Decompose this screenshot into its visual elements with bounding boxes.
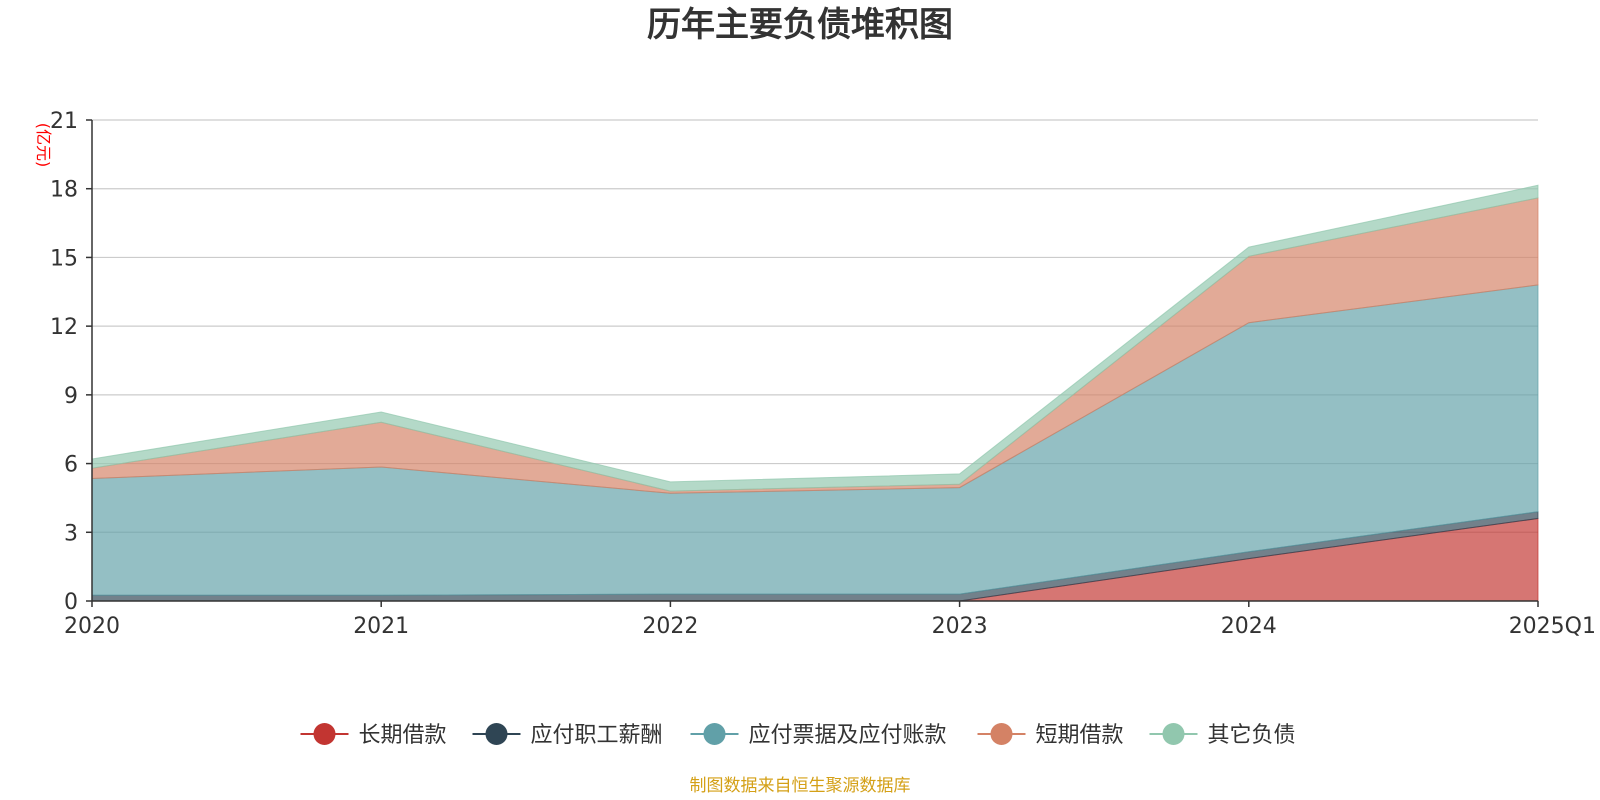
chart-title: 历年主要负债堆积图 [647, 5, 953, 45]
y-tick-label: 18 [50, 178, 78, 203]
y-tick-label: 21 [50, 109, 78, 134]
legend-marker [990, 723, 1013, 745]
x-tick-label: 2023 [932, 614, 988, 639]
y-tick-label: 12 [50, 315, 78, 340]
legend-label: 应付票据及应付账款 [749, 723, 947, 748]
legend-item-短期借款[interactable]: 短期借款 [977, 723, 1124, 748]
x-tick-label: 2022 [642, 614, 698, 639]
legend[interactable]: 长期借款 应付职工薪酬 应付票据及应付账款 短期借款 其它负债 [300, 723, 1296, 748]
x-tick-label: 2021 [353, 614, 409, 639]
legend-marker [703, 723, 726, 745]
y-tick-labels: 0 3 6 9 12 15 18 21 [50, 109, 92, 615]
axes [91, 120, 1538, 602]
y-tick-label: 6 [64, 453, 78, 478]
x-tick-label: 2020 [64, 614, 120, 639]
x-tick-label: 2024 [1221, 614, 1277, 639]
legend-label: 长期借款 [359, 723, 447, 748]
y-tick-label: 3 [64, 521, 78, 546]
x-tick-label: 2025Q1 [1509, 614, 1596, 639]
legend-marker [1162, 723, 1185, 745]
y-tick-label: 9 [64, 384, 78, 409]
legend-label: 短期借款 [1036, 723, 1124, 748]
legend-label: 应付职工薪酬 [531, 723, 663, 748]
legend-label: 其它负债 [1208, 723, 1296, 748]
x-tick-labels: 2020 2021 2022 2023 2024 2025Q1 [64, 601, 1596, 639]
legend-item-长期借款[interactable]: 长期借款 [300, 723, 447, 748]
y-tick-label: 0 [64, 590, 78, 615]
area-series [91, 184, 1539, 602]
legend-item-其它负债[interactable]: 其它负债 [1149, 723, 1296, 748]
y-tick-label: 15 [50, 246, 78, 271]
y-axis-unit: (亿元) [34, 123, 53, 168]
legend-marker [485, 723, 508, 745]
legend-item-应付职工薪酬[interactable]: 应付职工薪酬 [472, 723, 663, 748]
source-note: 制图数据来自恒生聚源数据库 [690, 776, 911, 796]
legend-item-应付票据及应付账款[interactable]: 应付票据及应付账款 [690, 723, 947, 748]
area-其它负债 [91, 184, 1539, 492]
legend-marker [313, 723, 336, 745]
